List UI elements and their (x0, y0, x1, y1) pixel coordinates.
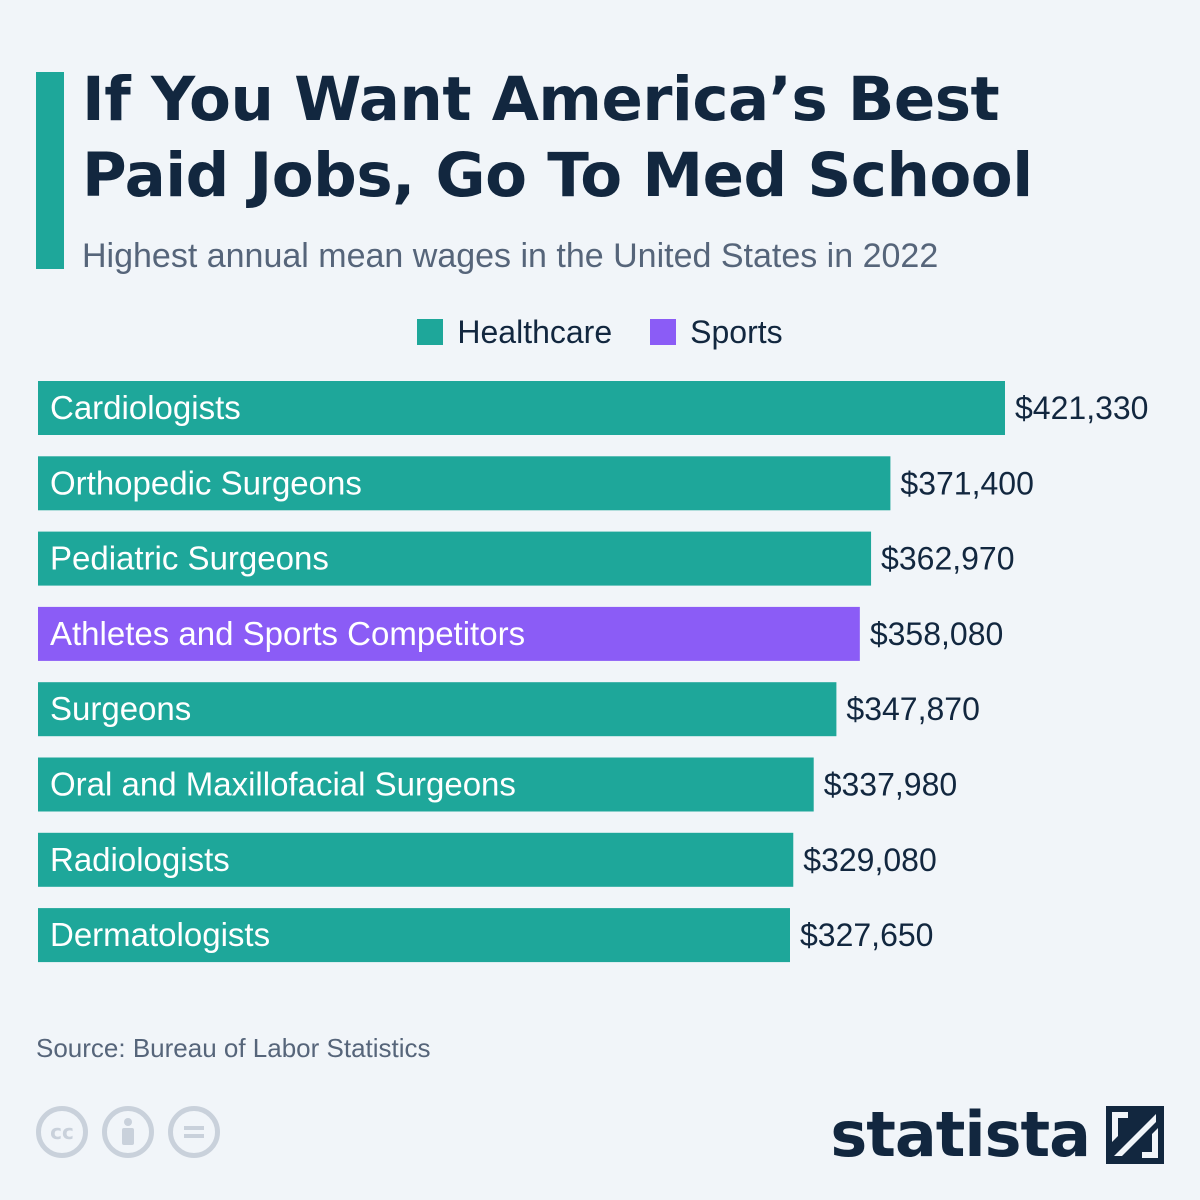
no-derivatives-icon (168, 1106, 220, 1158)
bar-value-label: $371,400 (900, 465, 1033, 501)
bar-category-label: Surgeons (50, 690, 191, 727)
bar-value-label: $358,080 (870, 616, 1003, 652)
bar-value-label: $421,330 (1015, 390, 1148, 426)
bar-category-label: Athletes and Sports Competitors (50, 615, 525, 652)
legend-label-healthcare: Healthcare (457, 313, 613, 350)
bar-radiologists (38, 832, 794, 887)
license-icons: cc (36, 1106, 220, 1158)
legend-swatch-sports (650, 319, 677, 345)
bar-orthopedic-surgeons (38, 456, 891, 511)
bar-value-label: $329,080 (803, 842, 936, 878)
title-line-1: If You Want America’s Best (82, 64, 1000, 135)
bar-cardiologists (38, 381, 1005, 435)
legend-item-sports: Sports (650, 313, 783, 351)
chart-title: If You Want America’s Best Paid Jobs, Go… (82, 62, 1182, 214)
statista-mark-icon (1106, 1105, 1164, 1164)
bar-dermatologists (38, 908, 790, 963)
legend: Healthcare Sports (0, 310, 1200, 354)
title-line-2: Paid Jobs, Go To Med School (82, 140, 1033, 211)
bar-surgeons (38, 682, 837, 737)
bar-category-label: Oral and Maxillofacial Surgeons (50, 766, 516, 803)
title-accent-bar (36, 72, 64, 269)
bar-athletes-and-sports-competitors (38, 606, 860, 661)
bar-category-label: Radiologists (50, 841, 230, 878)
statista-logo: statista (830, 1098, 1164, 1171)
bar-oral-and-maxillofacial-surgeons (38, 757, 814, 812)
bar-category-label: Pediatric Surgeons (50, 540, 329, 577)
brand-wordmark: statista (830, 1098, 1091, 1171)
bar-category-label: Dermatologists (50, 916, 270, 953)
bar-category-label: Orthopedic Surgeons (50, 464, 362, 501)
bar-pediatric-surgeons (38, 531, 872, 586)
bar-value-label: $327,650 (800, 917, 933, 953)
bar-value-label: $347,870 (846, 691, 979, 727)
bar-value-label: $337,980 (824, 767, 957, 803)
attribution-icon (102, 1106, 154, 1158)
bar-chart: Cardiologists $421,330 Orthopedic Surgeons… (38, 381, 1148, 963)
legend-label-sports: Sports (690, 313, 783, 350)
bar-value-label: $362,970 (881, 541, 1014, 577)
legend-item-healthcare: Healthcare (417, 314, 612, 351)
bar-category-label: Cardiologists (50, 389, 241, 426)
chart-subtitle: Highest annual mean wages in the United … (82, 237, 939, 275)
source-note: Source: Bureau of Labor Statistics (36, 1033, 431, 1063)
cc-icon: cc (36, 1106, 88, 1158)
legend-swatch-healthcare (417, 319, 444, 345)
